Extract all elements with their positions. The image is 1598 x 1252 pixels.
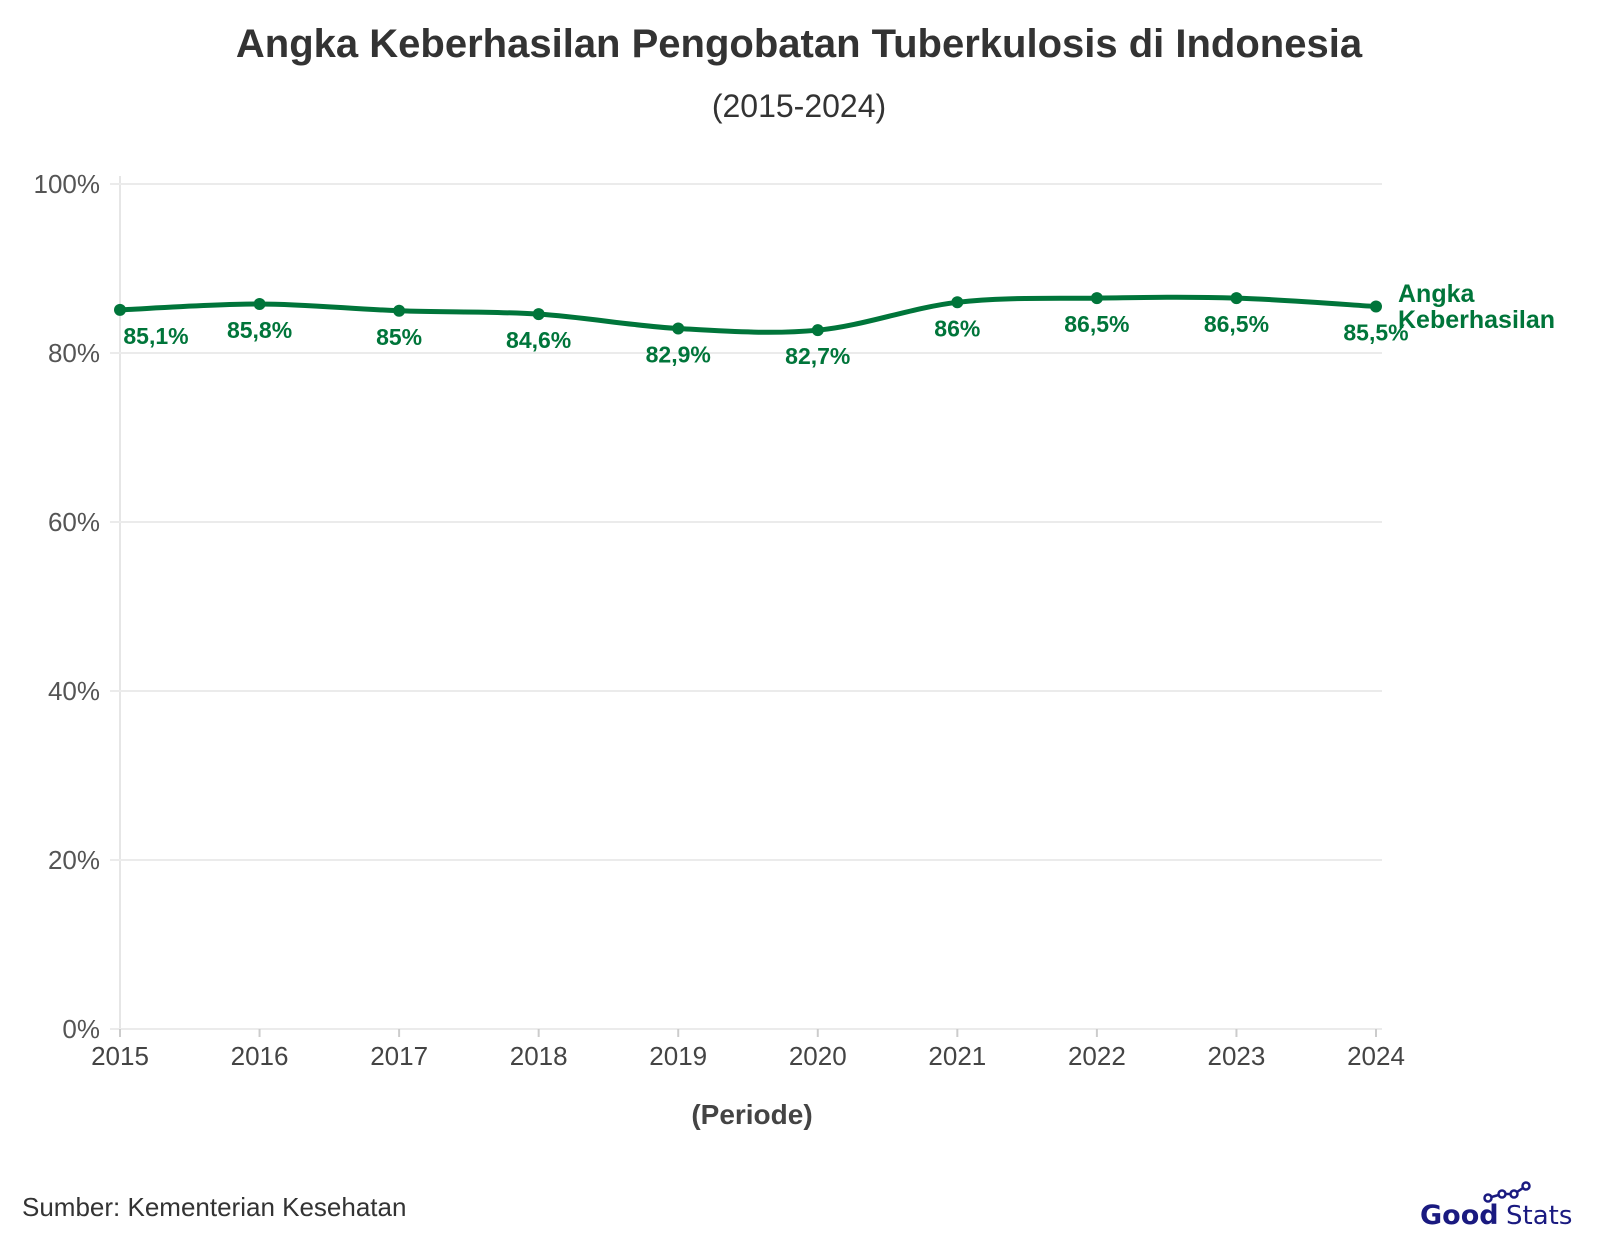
data-label: 85,5%	[1343, 320, 1408, 346]
logo-good: Good	[1420, 1200, 1499, 1230]
x-tick-label: 2024	[1347, 1041, 1405, 1071]
data-point	[253, 297, 266, 310]
data-label: 86%	[934, 315, 980, 341]
y-tick-label: 0%	[62, 1014, 100, 1044]
data-label: 82,9%	[646, 341, 711, 367]
series-end-label: Angka	[1398, 280, 1476, 308]
data-label: 82,7%	[785, 343, 850, 369]
chart-subtitle: (2015-2024)	[711, 88, 887, 124]
data-point	[393, 304, 406, 317]
chart-title: Angka Keberhasilan Pengobatan Tuberkulos…	[235, 22, 1363, 66]
y-tick-label: 60%	[48, 507, 100, 537]
data-label: 85,8%	[227, 317, 292, 343]
y-tick-label: 20%	[48, 845, 100, 875]
data-point	[1230, 292, 1243, 305]
data-label: 85%	[376, 324, 422, 350]
y-tick-label: 80%	[48, 338, 100, 368]
data-point	[1090, 292, 1103, 305]
data-point	[672, 322, 685, 335]
x-tick-label: 2019	[649, 1041, 707, 1071]
y-tick-label: 40%	[48, 676, 100, 706]
data-label: 86,5%	[1064, 311, 1129, 337]
x-tick-label: 2018	[510, 1041, 568, 1071]
data-point	[811, 324, 824, 337]
goodstats-logo: Good Stats	[1420, 1181, 1572, 1230]
x-tick-label: 2023	[1208, 1041, 1266, 1071]
x-tick-label: 2021	[928, 1041, 986, 1071]
data-point	[114, 303, 126, 316]
x-tick-label: 2017	[370, 1041, 428, 1071]
series-end-label: Keberhasilan	[1398, 306, 1555, 334]
x-tick-label: 2020	[789, 1041, 847, 1071]
x-tick-label: 2022	[1068, 1041, 1126, 1071]
data-point	[951, 296, 964, 309]
y-tick-label: 100%	[34, 169, 101, 199]
data-label: 86,5%	[1204, 311, 1269, 337]
source-note: Sumber: Kementerian Kesehatan	[22, 1192, 407, 1222]
x-tick-label: 2016	[231, 1041, 289, 1071]
x-axis-title: (Periode)	[691, 1099, 812, 1130]
x-tick-label: 2015	[91, 1041, 149, 1071]
series-line	[119, 294, 1377, 335]
data-label: 84,6%	[506, 327, 571, 353]
data-point	[532, 308, 545, 321]
data-label: 85,1%	[123, 323, 188, 349]
logo-stats: Stats	[1506, 1201, 1572, 1230]
data-point	[1370, 300, 1382, 313]
